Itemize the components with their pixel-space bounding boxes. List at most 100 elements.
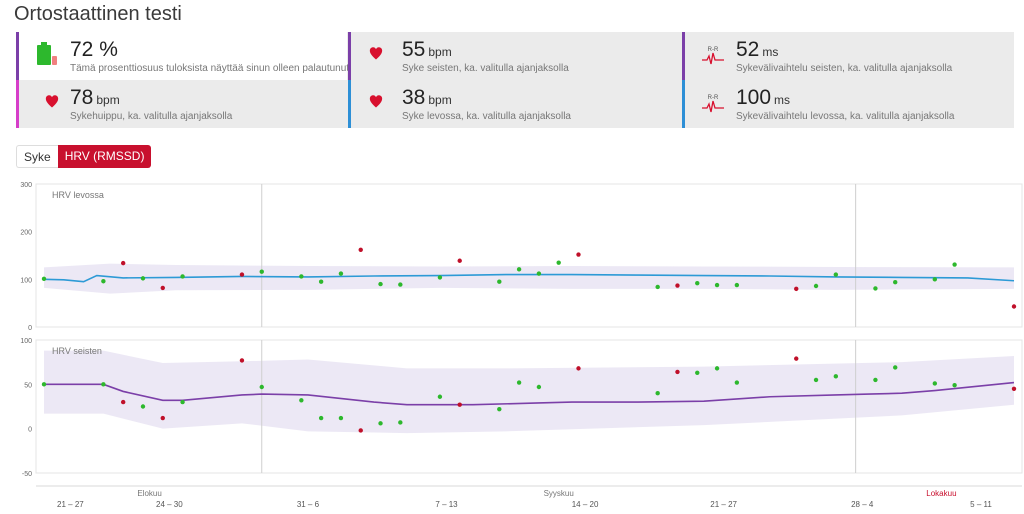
- data-point: [299, 398, 304, 403]
- data-point: [457, 258, 462, 263]
- card-unit: ms: [762, 45, 779, 59]
- data-point: [259, 269, 264, 274]
- data-point: [120, 399, 126, 405]
- card-recovered-percent: 72 % Tämä prosenttiosuus tuloksista näyt…: [16, 32, 350, 80]
- y-tick-label: 0: [28, 325, 32, 332]
- y-tick-label: 0: [28, 427, 32, 434]
- data-point: [516, 380, 522, 385]
- card-accent-bar: [348, 32, 351, 80]
- data-point: [695, 370, 700, 376]
- y-tick-label: 200: [20, 230, 32, 237]
- card-description: Syke levossa, ka. valitulla ajanjaksolla: [402, 111, 571, 122]
- data-point: [378, 421, 383, 426]
- card-unit: bpm: [96, 93, 120, 107]
- card-value: 52: [736, 38, 760, 61]
- battery-icon: [37, 42, 57, 65]
- data-point: [893, 365, 898, 370]
- data-point: [952, 262, 957, 267]
- trend-line: [44, 381, 1015, 406]
- week-label: 31 – 6: [297, 500, 320, 509]
- data-point: [140, 276, 146, 281]
- card-value: 100: [736, 86, 772, 109]
- month-label: Lokakuu: [926, 489, 956, 498]
- data-point: [655, 391, 660, 396]
- data-point: [675, 283, 680, 288]
- card-peak-hr: 78 bpm Sykehuippu, ka. valitulla ajanjaks…: [16, 80, 347, 128]
- data-point: [180, 274, 185, 279]
- data-point: [457, 402, 462, 407]
- week-label: 14 – 20: [572, 500, 599, 509]
- week-label: 21 – 27: [57, 500, 84, 509]
- heart-icon: [369, 47, 383, 60]
- data-point: [318, 279, 324, 284]
- data-point: [873, 286, 878, 291]
- data-point: [794, 356, 799, 361]
- card-standing-hrv: R-R 52 ms Sykevälivaihtelu seisten, ka. v…: [682, 32, 1014, 80]
- card-description: Tämä prosenttiosuus tuloksista näyttää s…: [70, 63, 350, 74]
- tab-hrv-rmssd[interactable]: HRV (RMSSD): [57, 145, 152, 168]
- data-point: [497, 279, 502, 284]
- data-point: [101, 279, 106, 284]
- card-accent-bar: [16, 80, 19, 128]
- page-title: Ortostaattinen testi: [14, 3, 182, 25]
- panel-title: HRV seisten: [52, 346, 102, 356]
- week-label: 5 – 11: [970, 500, 992, 509]
- normal-range-band: [44, 263, 1014, 294]
- rr-label: R-R: [708, 95, 719, 101]
- card-unit: bpm: [428, 93, 452, 107]
- data-point: [932, 381, 938, 386]
- heart-icon: [369, 95, 383, 108]
- data-point: [1011, 386, 1017, 391]
- data-point: [893, 279, 898, 285]
- data-point: [378, 281, 383, 287]
- data-point: [695, 280, 700, 286]
- data-point: [101, 382, 106, 387]
- data-point: [239, 358, 245, 363]
- data-point: [160, 285, 165, 291]
- card-accent-bar: [16, 32, 19, 80]
- data-point: [180, 399, 185, 405]
- card-description: Sykehuippu, ka. valitulla ajanjaksolla: [70, 111, 233, 122]
- panel-frame: [35, 183, 1023, 328]
- data-point: [1011, 304, 1017, 309]
- card-value: 78: [70, 86, 94, 109]
- data-point: [536, 271, 542, 276]
- y-tick-label: 50: [24, 382, 32, 389]
- card-value: 38: [402, 86, 426, 109]
- data-point: [437, 394, 443, 399]
- summary-cards: 72 % Tämä prosenttiosuus tuloksista näyt…: [16, 32, 1014, 128]
- data-point: [932, 277, 938, 282]
- y-tick-label: 300: [20, 182, 32, 189]
- data-point: [398, 282, 403, 287]
- card-unit: ms: [774, 93, 791, 107]
- data-point: [299, 274, 304, 279]
- data-point: [516, 267, 522, 272]
- data-point: [358, 247, 363, 252]
- data-point: [338, 415, 344, 421]
- week-label: 28 – 4: [851, 500, 874, 509]
- data-point: [833, 374, 839, 379]
- card-standing-hr: 55 bpm Syke seisten, ka. valitulla ajanja…: [348, 32, 681, 80]
- card-unit: bpm: [428, 45, 452, 59]
- data-point: [813, 283, 819, 289]
- data-point: [437, 275, 443, 280]
- data-point: [259, 384, 264, 390]
- data-point: [120, 260, 126, 266]
- tab-heart-rate[interactable]: Syke: [16, 145, 58, 168]
- data-point: [734, 282, 740, 288]
- y-tick-label: 100: [20, 277, 32, 284]
- card-description: Sykevälivaihtelu levossa, ka. valitulla …: [736, 111, 955, 122]
- rr-interval-icon: R-R: [702, 95, 724, 113]
- data-point: [833, 272, 839, 277]
- data-point: [41, 276, 47, 282]
- y-tick-label: -50: [22, 471, 32, 478]
- data-point: [536, 384, 542, 390]
- data-point: [239, 272, 245, 277]
- rr-label: R-R: [708, 47, 719, 53]
- data-point: [140, 404, 146, 409]
- heart-icon: [45, 95, 59, 108]
- hrv-chart: 0 100 200 300 HRV levossa -50 0 50 100 HRV seiste…: [20, 182, 1023, 509]
- data-point: [358, 428, 363, 433]
- data-point: [734, 380, 740, 385]
- data-point: [497, 406, 502, 412]
